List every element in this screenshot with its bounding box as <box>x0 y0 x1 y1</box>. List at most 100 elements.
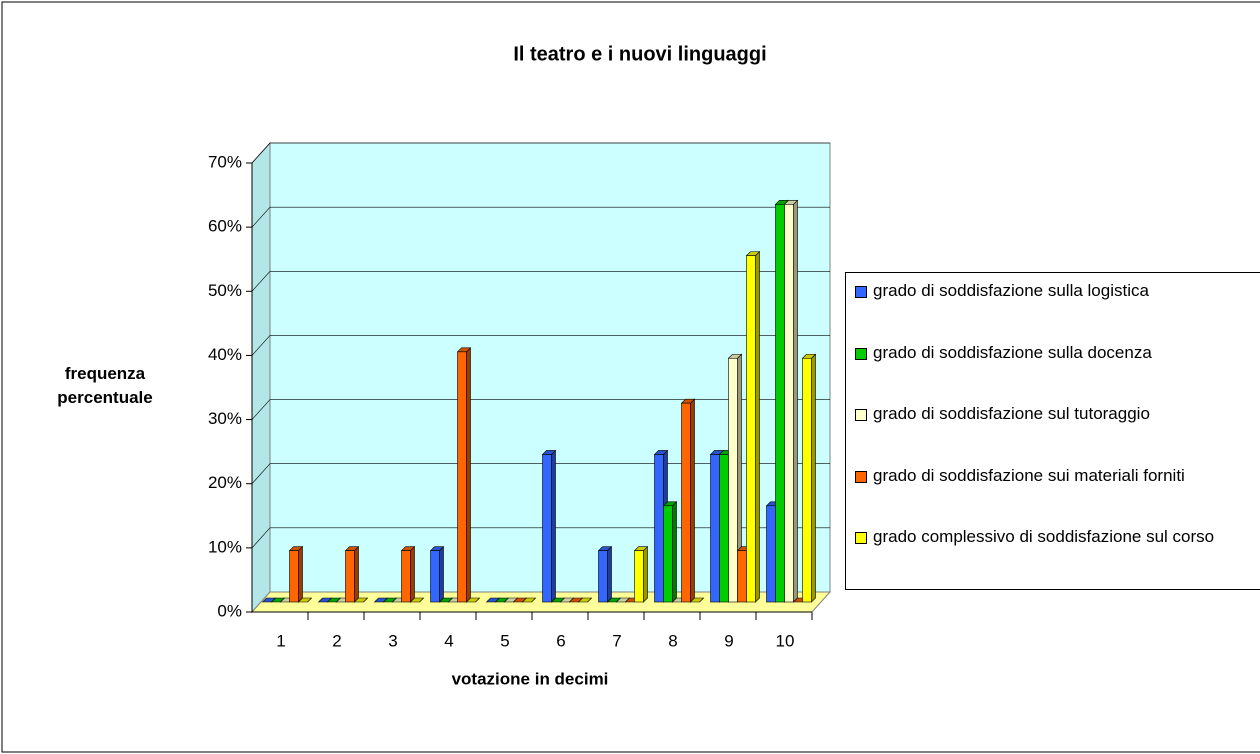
y-tick-label: 0% <box>217 601 242 620</box>
bar-front <box>746 255 756 603</box>
legend-label: grado di soddisfazione sulla logistica <box>873 281 1149 300</box>
bar <box>577 597 593 603</box>
x-tick-label: 2 <box>332 631 341 650</box>
bar-front <box>289 550 299 603</box>
bar-front <box>457 351 467 603</box>
bar-top <box>577 597 593 603</box>
bar-front <box>401 550 411 603</box>
bar-top <box>353 597 369 603</box>
bar-side <box>439 545 444 603</box>
y-tick-label: 30% <box>208 409 242 428</box>
x-tick-label: 3 <box>388 631 397 650</box>
y-tick-label: 10% <box>208 537 242 556</box>
bar-front <box>784 204 794 603</box>
grid-line <box>251 463 271 484</box>
bar-side <box>607 545 612 603</box>
bar <box>429 545 445 603</box>
bar <box>633 545 649 603</box>
bar <box>344 545 360 603</box>
x-axis-title: votazione in decimi <box>452 669 609 688</box>
legend-label: grado di soddisfazione sulla docenza <box>873 342 1152 362</box>
bar <box>745 250 761 603</box>
bar-front <box>598 550 608 603</box>
bar <box>680 398 696 603</box>
bar-side <box>298 545 303 603</box>
bar-front <box>766 505 776 603</box>
bar-top <box>297 597 313 603</box>
bar <box>801 353 817 603</box>
x-tick-label: 4 <box>444 631 453 650</box>
bar-side <box>672 501 677 603</box>
bar <box>465 597 481 603</box>
bar <box>727 353 743 603</box>
grid-line <box>251 399 271 420</box>
bar-side <box>755 250 760 603</box>
legend-label: grado di soddisfazione sul tutoraggio <box>873 404 1150 423</box>
x-tick-label: 7 <box>612 631 621 650</box>
bar-front <box>681 402 691 603</box>
grid-line <box>251 206 271 228</box>
x-tick-label: 1 <box>276 631 285 650</box>
bar-side <box>551 449 556 603</box>
bar <box>456 347 472 603</box>
x-tick-label: 6 <box>556 631 565 650</box>
bar-front <box>634 550 644 603</box>
x-tick-label: 8 <box>668 631 677 650</box>
bar <box>597 545 613 603</box>
bar-front <box>802 357 812 603</box>
bar-side <box>811 353 816 603</box>
bar-top <box>689 597 705 603</box>
x-tick-label: 10 <box>776 631 795 650</box>
y-tick-label: 40% <box>208 345 242 364</box>
bar-side <box>466 347 471 603</box>
bar-front <box>654 454 664 603</box>
x-tick-label: 5 <box>500 631 509 650</box>
bar-side <box>793 199 798 603</box>
bar-front <box>345 550 355 603</box>
bar <box>409 597 425 603</box>
bar-front <box>719 454 729 603</box>
bar-top <box>409 597 425 603</box>
bar <box>288 545 304 603</box>
grid-line <box>251 527 271 549</box>
bar <box>521 597 537 603</box>
bar <box>353 597 369 603</box>
bar <box>689 597 705 603</box>
bar-front <box>710 454 720 603</box>
grid-line <box>251 335 271 356</box>
bar-side <box>410 545 415 603</box>
bar <box>783 199 799 603</box>
bar-side <box>643 545 648 603</box>
bar-front <box>737 550 747 603</box>
legend-swatch <box>855 532 867 544</box>
legend-label: grado complessivo di soddisfazione sul c… <box>873 527 1215 546</box>
legend-swatch <box>855 409 867 421</box>
grid-line <box>251 271 271 292</box>
y-tick-label: 70% <box>208 152 242 171</box>
y-tick-label: 20% <box>208 473 242 492</box>
bar <box>662 501 678 603</box>
y-axis-title: frequenza percentuale <box>57 364 153 407</box>
bar-front <box>775 204 785 603</box>
bar-front <box>430 550 440 603</box>
side-wall <box>251 141 271 614</box>
legend-label: grado di soddisfazione sui materiali for… <box>873 465 1185 485</box>
x-tick-label: 9 <box>724 631 733 650</box>
legend-swatch <box>855 347 867 360</box>
bar-side <box>690 398 695 603</box>
bar-top <box>521 597 537 603</box>
bar-front <box>663 505 673 603</box>
y-tick-label: 60% <box>208 217 242 236</box>
bar-front <box>542 454 552 603</box>
bar <box>541 449 557 603</box>
bar <box>400 545 416 603</box>
chart-title: Il teatro e i nuovi linguaggi <box>513 43 766 65</box>
bar <box>297 597 313 603</box>
bar-top <box>465 597 481 603</box>
bar-side <box>354 545 359 603</box>
legend-swatch <box>855 286 867 298</box>
legend: grado di soddisfazione sulla logistica gr… <box>845 272 1260 590</box>
y-tick-label: 50% <box>208 281 242 300</box>
bar-front <box>728 357 738 603</box>
